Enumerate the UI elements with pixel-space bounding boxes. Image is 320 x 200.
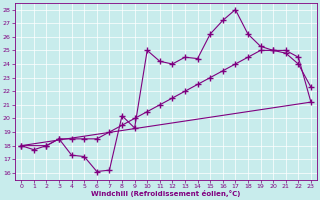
X-axis label: Windchill (Refroidissement éolien,°C): Windchill (Refroidissement éolien,°C) bbox=[92, 190, 241, 197]
